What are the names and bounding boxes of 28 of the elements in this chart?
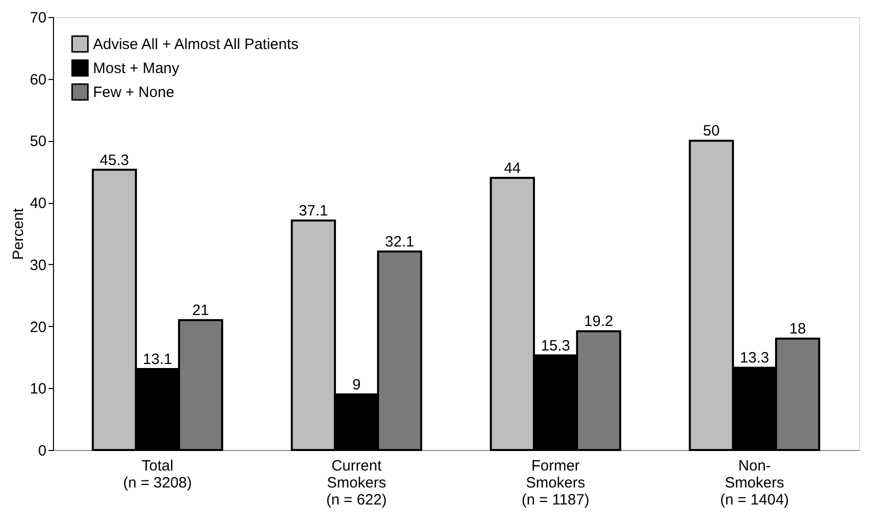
legend-label: Advise All + Almost All Patients — [93, 36, 299, 53]
data-label: 9 — [352, 376, 361, 394]
data-label: 15.3 — [540, 337, 570, 354]
y-tick-label: 70 — [30, 10, 46, 26]
data-label: 21 — [192, 302, 209, 320]
y-tick-label: 50 — [30, 133, 46, 150]
data-label: 44 — [504, 160, 521, 177]
data-label: 18 — [789, 320, 806, 338]
y-axis-title: Percent — [10, 207, 27, 260]
data-label: 32.1 — [385, 233, 414, 250]
data-label: 50 — [703, 122, 720, 140]
legend-label: Most + Many — [93, 60, 180, 77]
y-tick-label: 20 — [30, 318, 46, 336]
data-label: 13.3 — [740, 350, 770, 367]
y-tick-label: 60 — [30, 71, 46, 88]
y-tick-label: 10 — [30, 380, 46, 398]
y-tick-label: 40 — [30, 195, 46, 212]
x-tick-label: Total (n = 3208) — [123, 458, 192, 492]
data-label: 37.1 — [298, 202, 328, 220]
x-tick-label: Former Smokers (n = 1187) — [522, 458, 590, 508]
x-tick-label: Non- Smokers (n = 1404) — [720, 458, 789, 508]
legend-label: Few + None — [93, 84, 174, 101]
y-tick-label: 30 — [30, 256, 46, 274]
data-label: 19.2 — [584, 313, 614, 330]
data-label: 13.1 — [142, 350, 172, 368]
x-tick-label: Current Smokers (n = 622) — [326, 458, 387, 508]
data-label: 45.3 — [100, 152, 129, 169]
y-tick-label: 0 — [38, 442, 46, 460]
